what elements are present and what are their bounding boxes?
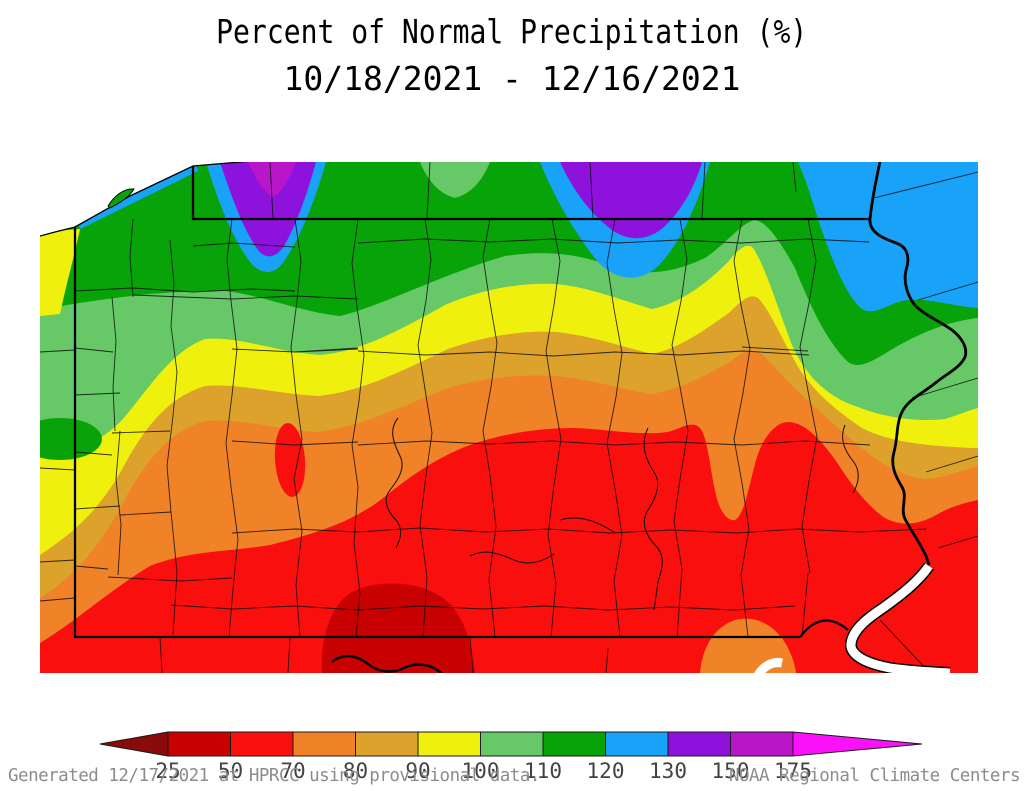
colorbar-tick-label: 90: [405, 759, 430, 783]
colorbar-tick-label: 130: [649, 759, 687, 783]
colorbar-segment: [730, 731, 794, 757]
region-110-120-west-patch: [40, 418, 102, 460]
colorbar-tick-label: 175: [774, 759, 812, 783]
delaware-river-upper: [868, 162, 968, 566]
title-line2: 10/18/2021 - 12/16/2021: [283, 59, 741, 98]
colorbar-tick-label: 70: [280, 759, 305, 783]
colorbar-left-arrow: [99, 731, 169, 757]
colorbar-tick-label: 150: [712, 759, 750, 783]
colorbar-segment: [167, 731, 231, 757]
colorbar-segment: [230, 731, 294, 757]
colorbar-tick-label: 25: [155, 759, 180, 783]
state-border: [73, 166, 870, 639]
colorbar-tick-label: 100: [462, 759, 500, 783]
colorbar-segment: [417, 731, 481, 757]
region-120-130-northeast-lobe: [798, 162, 978, 312]
colorbar-segment: [355, 731, 419, 757]
footer-credit: NOAA Regional Climate Centers: [728, 766, 1021, 786]
colorbar-segment: [667, 731, 731, 757]
region-90-100-west-wedge: [40, 229, 80, 316]
delaware-river-lower: [754, 562, 951, 673]
title-line1: Percent of Normal Precipitation (%): [216, 12, 808, 51]
colorbar: 25 50 70 80 90 100 110 120 130 150 175: [99, 731, 923, 783]
footer-generated-note: Generated 12/17/2021 at HPRCC using prov…: [8, 766, 540, 786]
colorbar-right-arrow: [792, 731, 923, 757]
lake-erie-shoreline: [40, 162, 248, 237]
county-borders: [40, 162, 978, 673]
region-130-150-west-lobe: [220, 162, 316, 257]
colorbar-tick-label: 110: [524, 759, 562, 783]
colorbar-tick-label: 120: [587, 759, 625, 783]
colorbar-segment: [480, 731, 544, 757]
rivers: [385, 417, 859, 611]
presque-isle: [107, 188, 135, 209]
colorbar-segment: [292, 731, 356, 757]
potomac-river: [331, 654, 444, 673]
region-150-175-core: [248, 162, 296, 197]
region-100-110-ny-tongue: [420, 162, 490, 198]
region-50-70-spot: [274, 423, 306, 497]
lake-erie: [40, 162, 241, 236]
colorbar-tick-label: 50: [218, 759, 243, 783]
region-25-50-fill: [321, 583, 475, 673]
page-title: Percent of Normal Precipitation (%) 10/1…: [0, 12, 1024, 98]
region-50-70-fill: [40, 422, 978, 673]
colorbar-segment: [605, 731, 669, 757]
colorbar-segment: [542, 731, 606, 757]
colorbar-tick-label: 80: [343, 759, 368, 783]
